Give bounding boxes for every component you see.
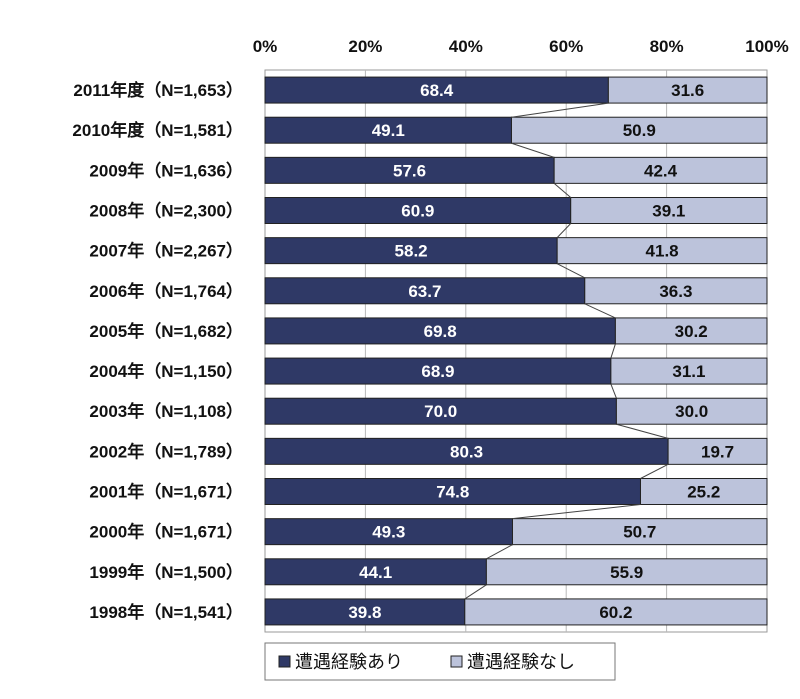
- bar-segment-yes: [264, 76, 609, 104]
- category-label: 2007年（N=2,267）: [89, 241, 243, 261]
- category-label: 1999年（N=1,500）: [89, 562, 243, 582]
- category-label: 2010年度（N=1,581）: [72, 120, 243, 140]
- data-label-no: 30.0: [675, 402, 708, 421]
- bar-segment-no: [610, 357, 768, 385]
- data-label-yes: 60.9: [401, 202, 434, 221]
- data-label-yes: 49.1: [372, 121, 405, 140]
- bar-segment-no: [614, 317, 768, 345]
- x-tick-label: 60%: [549, 37, 583, 56]
- series-line: [512, 504, 641, 520]
- data-label-yes: 74.8: [436, 483, 469, 502]
- category-label: 2006年（N=1,764）: [89, 281, 243, 301]
- bar-segment-yes: [264, 558, 487, 586]
- data-label-no: 50.7: [623, 523, 656, 542]
- data-label-no: 42.4: [644, 161, 678, 180]
- data-label-no: 31.6: [671, 81, 704, 100]
- category-label: 2001年（N=1,671）: [89, 482, 243, 502]
- bar-segment-yes: [264, 598, 466, 626]
- data-label-yes: 80.3: [450, 442, 483, 461]
- bar-segment-no: [511, 518, 768, 546]
- series-line: [556, 263, 586, 279]
- bar-segment-no: [584, 277, 768, 305]
- bar-segment-yes: [264, 277, 586, 305]
- data-label-yes: 70.0: [424, 402, 457, 421]
- legend-box: [264, 642, 616, 681]
- bar-segment-no: [639, 478, 768, 505]
- series-line: [511, 102, 609, 118]
- series-line: [610, 343, 616, 359]
- bar-segment-yes: [264, 437, 669, 465]
- bar-segment-yes: [264, 116, 512, 144]
- bar-segment-no: [615, 397, 768, 425]
- series-line: [553, 182, 572, 198]
- bar-segment-yes: [264, 478, 641, 505]
- data-label-no: 36.3: [659, 282, 692, 301]
- x-tick-label: 100%: [745, 37, 788, 56]
- category-label: 1998年（N=1,541）: [89, 602, 243, 622]
- data-label-yes: 63.7: [408, 282, 441, 301]
- x-tick-label: 80%: [650, 37, 684, 56]
- legend-swatch: [278, 655, 291, 668]
- series-line: [486, 544, 513, 560]
- bar-segment-yes: [264, 237, 558, 265]
- data-label-no: 41.8: [646, 242, 679, 261]
- category-label: 2004年（N=1,150）: [89, 361, 243, 381]
- data-label-no: 31.1: [672, 362, 705, 381]
- category-label: 2008年（N=2,300）: [89, 201, 243, 221]
- category-label: 2011年度（N=1,653）: [73, 80, 243, 100]
- series-line: [616, 423, 669, 439]
- series-line: [511, 142, 555, 158]
- data-label-yes: 44.1: [359, 563, 392, 582]
- data-label-yes: 49.3: [372, 523, 405, 542]
- series-line: [584, 303, 616, 319]
- bar-segment-no: [464, 598, 768, 626]
- legend-label: 遭遇経験あり: [295, 652, 403, 672]
- data-label-yes: 58.2: [395, 242, 428, 261]
- bar-segment-no: [553, 156, 768, 184]
- bar-segment-no: [556, 237, 768, 265]
- series-line: [556, 223, 572, 238]
- bar-segment-no: [510, 116, 768, 144]
- series-line: [640, 463, 669, 479]
- bar-segment-no: [485, 558, 768, 586]
- bar-segment-yes: [264, 317, 616, 345]
- legend-label: 遭遇経験なし: [467, 652, 575, 672]
- data-label-yes: 68.4: [420, 81, 454, 100]
- data-label-no: 30.2: [675, 322, 708, 341]
- category-label: 2005年（N=1,682）: [89, 321, 243, 341]
- data-label-yes: 57.6: [393, 161, 426, 180]
- x-tick-label: 40%: [449, 37, 483, 56]
- bar-segment-no: [607, 76, 768, 104]
- series-line: [610, 383, 617, 399]
- plot-frame: [264, 69, 768, 633]
- x-tick-label: 20%: [348, 37, 382, 56]
- data-label-no: 50.9: [623, 121, 656, 140]
- data-label-no: 25.2: [687, 483, 720, 502]
- data-label-yes: 69.8: [424, 322, 457, 341]
- legend-swatch: [450, 655, 463, 668]
- data-label-yes: 68.9: [421, 362, 454, 381]
- data-label-no: 39.1: [652, 202, 685, 221]
- category-label: 2009年（N=1,636）: [89, 160, 243, 180]
- bar-segment-no: [570, 197, 768, 224]
- data-label-no: 60.2: [599, 603, 632, 622]
- x-tick-label: 0%: [253, 37, 278, 56]
- data-label-no: 19.7: [701, 442, 734, 461]
- series-line: [464, 584, 487, 600]
- data-label-no: 55.9: [610, 563, 643, 582]
- bar-segment-no: [667, 437, 768, 465]
- category-label: 2003年（N=1,108）: [89, 401, 243, 421]
- data-label-yes: 39.8: [348, 603, 381, 622]
- category-label: 2000年（N=1,671）: [89, 522, 243, 542]
- category-label: 2002年（N=1,789）: [89, 441, 243, 461]
